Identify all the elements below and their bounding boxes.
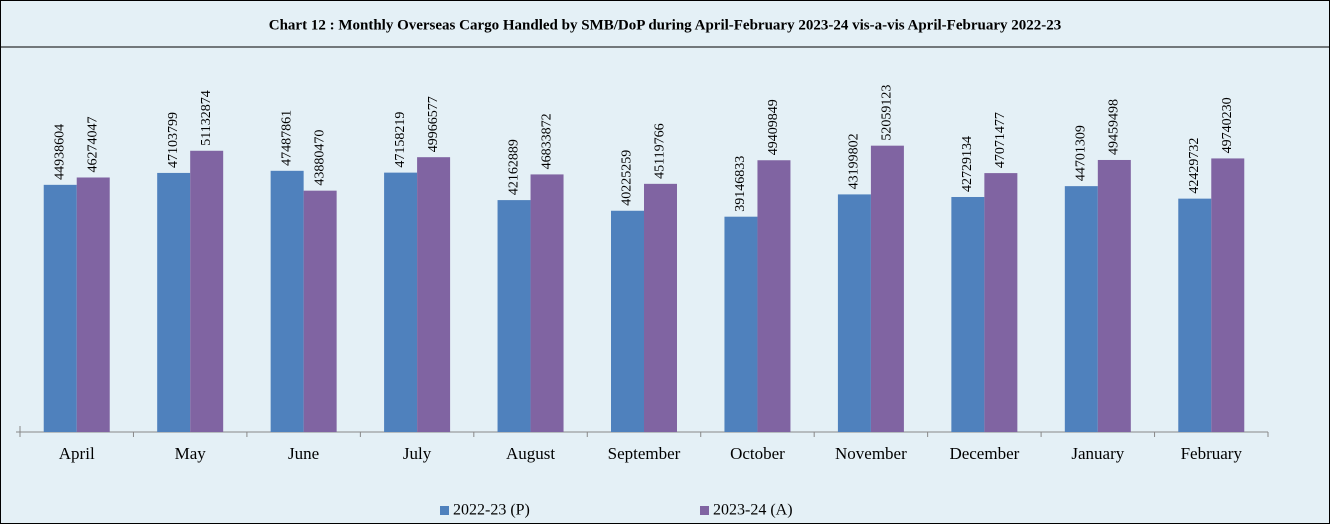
value-label: 43199802: [847, 133, 862, 189]
bar: [1178, 198, 1212, 432]
legend-swatch: [440, 506, 449, 515]
bar: [951, 196, 985, 432]
value-label: 43880470: [312, 130, 327, 186]
bar: [303, 190, 337, 432]
bar: [43, 184, 77, 432]
value-label: 39146833: [733, 156, 748, 212]
x-tick-label: August: [506, 444, 555, 463]
value-label: 42162889: [506, 139, 521, 195]
x-tick-label: May: [175, 444, 207, 463]
bar: [384, 172, 418, 432]
legend-label: 2023-24 (A): [713, 502, 793, 519]
value-label: 49966577: [426, 96, 441, 152]
bar: [611, 210, 644, 432]
x-tick-label: September: [608, 444, 681, 463]
value-label: 49740230: [1220, 97, 1235, 153]
legend-label: 2022-23 (P): [453, 502, 530, 519]
value-label: 45119766: [653, 123, 668, 178]
value-label: 40225259: [620, 150, 635, 206]
x-tick-label: October: [730, 444, 785, 463]
x-tick-label: February: [1181, 444, 1243, 463]
bar: [417, 157, 451, 432]
bar: [497, 200, 531, 432]
value-label: 44701309: [1074, 125, 1089, 181]
bar: [530, 174, 564, 433]
bar: [837, 194, 871, 432]
x-tick-label: July: [403, 444, 432, 463]
value-label: 47103799: [166, 112, 181, 168]
x-tick-label: January: [1071, 444, 1124, 463]
value-label: 51132874: [199, 90, 214, 145]
legend-swatch: [700, 506, 709, 515]
value-label: 42729134: [960, 136, 975, 192]
x-tick-label: November: [835, 444, 907, 463]
bar: [270, 170, 304, 432]
value-label: 49459498: [1107, 99, 1122, 155]
bar: [984, 173, 1018, 432]
value-label: 47158219: [393, 112, 408, 168]
value-label: 52059123: [880, 85, 895, 141]
value-label: 44938604: [52, 124, 67, 180]
x-tick-label: April: [59, 444, 95, 463]
value-label: 46833872: [539, 113, 554, 169]
bar: [644, 183, 677, 432]
value-label: 42429732: [1187, 138, 1202, 194]
value-label: 49409849: [766, 99, 781, 155]
bar: [1097, 159, 1131, 432]
x-tick-label: December: [949, 444, 1019, 463]
bar: [1064, 186, 1098, 432]
bar: [724, 216, 758, 432]
chart-title: Chart 12 : Monthly Overseas Cargo Handle…: [269, 17, 1062, 33]
value-label: 46274047: [85, 116, 100, 172]
bar: [190, 150, 224, 432]
bar: [1211, 158, 1245, 432]
value-label: 47071477: [993, 112, 1008, 168]
value-label: 47487861: [279, 110, 294, 166]
bar: [76, 177, 110, 432]
bar: [870, 145, 904, 433]
bar: [157, 172, 191, 432]
bar: [757, 160, 791, 432]
x-tick-label: June: [288, 444, 319, 463]
